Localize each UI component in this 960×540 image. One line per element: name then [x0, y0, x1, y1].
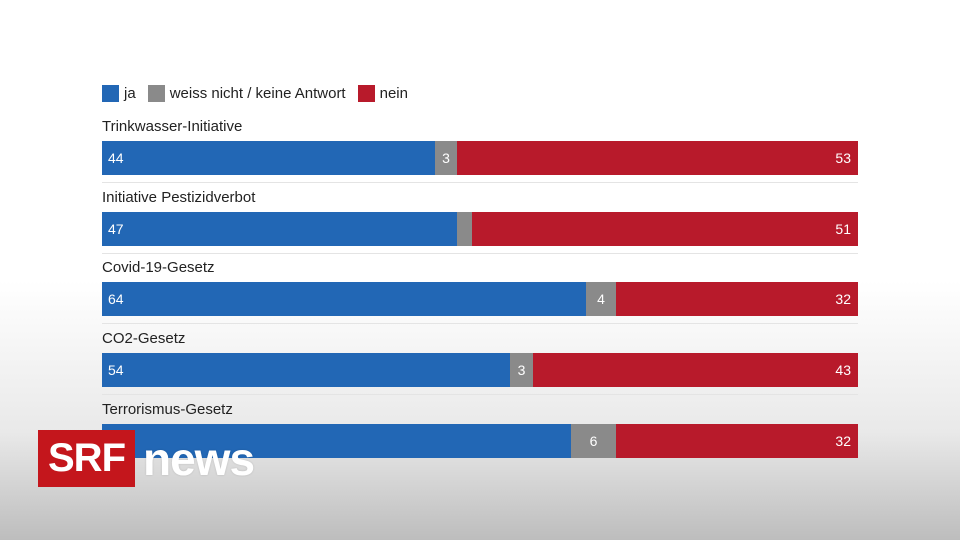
legend-label-weiss: weiss nicht / keine Antwort	[169, 84, 346, 102]
category-label: Covid-19-Gesetz	[102, 259, 215, 276]
legend-item-ja: ja	[102, 84, 136, 102]
category-label: Terrorismus-Gesetz	[102, 401, 233, 418]
data-label-weiss: 3	[517, 362, 526, 378]
bar-row: 6 32	[102, 424, 858, 458]
srf-logo: SRF	[38, 430, 135, 487]
bar-segment-nein: 51	[472, 212, 858, 246]
data-label-ja: 47	[108, 221, 124, 237]
data-label-ja: 64	[108, 291, 124, 307]
legend-label-ja: ja	[124, 84, 136, 102]
bar-row: 64 4 32	[102, 282, 858, 316]
row-separator	[102, 394, 858, 395]
category-label: CO2-Gesetz	[102, 330, 186, 347]
legend-swatch-nein	[357, 84, 375, 102]
legend-swatch-ja	[102, 84, 119, 102]
category-label: Trinkwasser-Initiative	[102, 118, 243, 135]
bar-segment-ja: 47	[102, 212, 457, 246]
data-label-ja: 54	[108, 362, 124, 378]
bar-segment-ja: 54	[102, 353, 510, 387]
bar-row: 44 3 53	[102, 141, 858, 175]
data-label-weiss: 4	[597, 291, 605, 307]
legend-label-nein: nein	[379, 84, 408, 102]
row-separator	[102, 323, 858, 324]
bar-segment-nein: 53	[457, 141, 858, 175]
bar-segment-nein: 32	[616, 424, 858, 458]
bar-row: 47 51	[102, 212, 858, 246]
bar-segment-weiss	[457, 212, 472, 246]
row-separator	[102, 253, 858, 254]
bar-segment-weiss: 4	[586, 282, 616, 316]
data-label-nein: 53	[835, 150, 851, 166]
row-separator	[102, 182, 858, 183]
bar-segment-ja: 44	[102, 141, 435, 175]
data-label-nein: 32	[835, 433, 851, 449]
legend: ja weiss nicht / keine Antwort nein	[102, 83, 420, 103]
legend-item-nein: nein	[357, 84, 408, 102]
stacked-bar-chart: Trinkwasser-Initiative 44 3 53 Initiative Pe…	[102, 0, 858, 540]
bar-segment-weiss: 3	[435, 141, 457, 175]
data-label-weiss: 3	[442, 150, 450, 166]
bar-segment-weiss: 3	[510, 353, 533, 387]
news-wordmark: news	[143, 432, 255, 485]
data-label-ja: 44	[108, 150, 124, 166]
legend-swatch-weiss	[147, 84, 165, 102]
srf-news-logo: SRF news	[38, 430, 255, 487]
bar-segment-ja: 64	[102, 282, 586, 316]
legend-item-weiss: weiss nicht / keine Antwort	[147, 84, 346, 102]
data-label-nein: 51	[835, 221, 851, 237]
bar-segment-weiss: 6	[571, 424, 616, 458]
data-label-nein: 43	[835, 362, 851, 378]
bar-row: 54 3 43	[102, 353, 858, 387]
bar-segment-nein: 43	[533, 353, 858, 387]
data-label-weiss: 6	[589, 433, 598, 449]
data-label-nein: 32	[835, 291, 851, 307]
bar-segment-nein: 32	[616, 282, 858, 316]
category-label: Initiative Pestizidverbot	[102, 189, 256, 206]
bar-segment-ja	[102, 424, 571, 458]
